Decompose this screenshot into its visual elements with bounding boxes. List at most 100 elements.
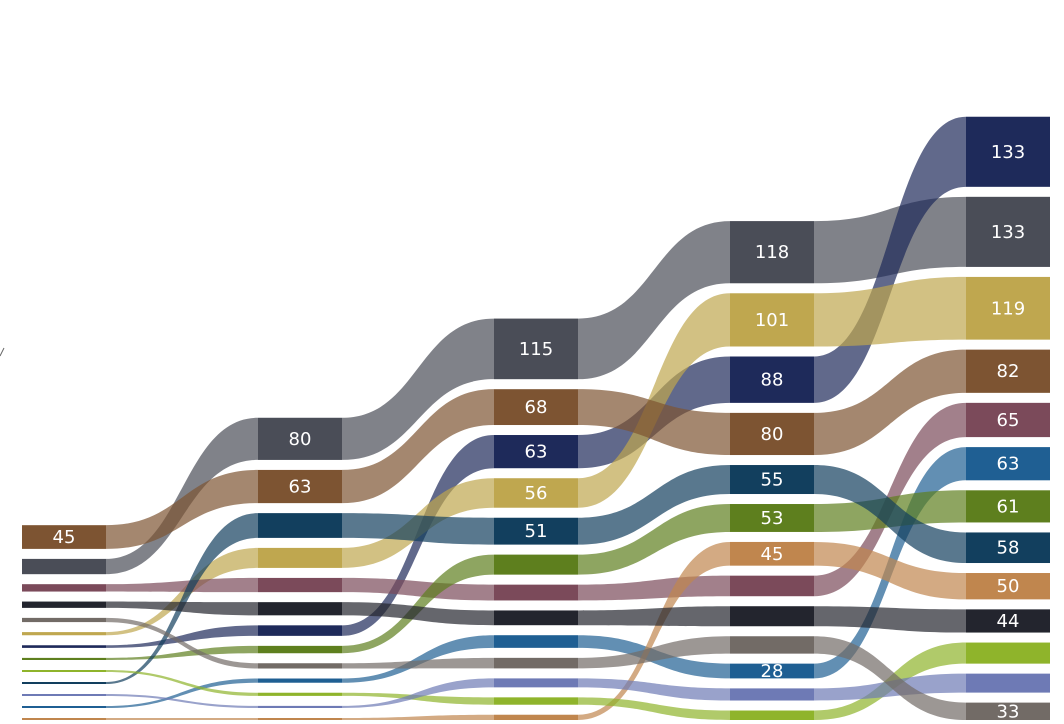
bar-node [22,706,106,708]
bar-node [730,636,814,654]
bar-node [730,710,814,720]
flow-link [106,645,258,660]
flow-link [106,670,258,696]
flow-link [814,673,966,701]
value-label: 80 [761,424,784,445]
bar-node [730,663,814,679]
bar-node [258,547,342,568]
bar-node [966,702,1050,720]
bar-node [966,673,1050,693]
bar-node [258,417,342,460]
bar-node [966,642,1050,664]
bar-node [258,678,342,683]
bar-node [730,688,814,701]
flow-link [578,389,730,456]
flow-link [106,718,258,720]
bar-node [258,692,342,696]
flow-link [342,678,494,708]
flow-link [578,606,730,627]
value-label: 44 [997,611,1020,632]
value-label: 45 [53,527,76,548]
edge-tick-mark [0,347,5,357]
bar-node [730,221,814,284]
value-label: 63 [525,442,548,463]
flow-link [578,293,730,508]
flow-link [814,636,966,720]
bar-node [730,541,814,566]
bar-node [22,670,106,672]
bar-node [966,490,1050,523]
value-label: 133 [991,142,1025,163]
flow-link [342,602,494,626]
flow-link [106,678,258,708]
flow-link [342,318,494,460]
bar-node [730,606,814,627]
bar-node [258,718,342,720]
bar-node [494,697,578,705]
bar-node [494,635,578,648]
bar-node [22,558,106,575]
bar-node [966,402,1050,438]
bar-node [22,601,106,608]
value-label: 45 [761,544,784,565]
bar-node [966,447,1050,481]
flow-link [814,276,966,347]
flow-link [814,606,966,633]
flow-link [342,389,494,504]
value-label: 61 [997,496,1020,517]
flow-link [106,694,258,708]
value-label: 51 [525,521,548,542]
bar-node [494,610,578,626]
flow-link [578,636,730,669]
bar-node [494,478,578,508]
flow-link [106,417,258,575]
nodes-layer [22,116,1050,720]
bar-node [966,276,1050,340]
bar-node [22,632,106,636]
bar-node [22,694,106,696]
flow-link [578,697,730,720]
bar-node [22,682,106,684]
bar-node [730,412,814,456]
bar-node [258,645,342,654]
bar-node [494,517,578,545]
bar-node [494,714,578,720]
flow-link [342,657,494,669]
bar-node [258,602,342,616]
bar-node [494,554,578,575]
bar-node [966,196,1050,267]
bar-node [966,609,1050,633]
flow-link [106,617,258,669]
value-label: 56 [525,483,548,504]
value-label: 33 [997,701,1020,722]
flow-link [106,625,258,648]
bar-node [258,663,342,669]
bar-node [494,678,578,688]
flow-link [342,554,494,654]
bar-node [258,469,342,504]
bar-node [966,573,1050,600]
value-label: 133 [991,222,1025,243]
value-label: 63 [997,454,1020,475]
flow-link [342,577,494,601]
flow-link [814,349,966,456]
bar-node [258,705,342,708]
flow-link [578,575,730,601]
value-label: 63 [289,477,312,498]
flow-link [342,513,494,545]
flow-link [106,601,258,616]
bar-node [730,504,814,532]
flow-link [578,465,730,545]
value-label: 82 [997,361,1020,382]
flow-link [106,513,258,684]
bar-node [494,584,578,601]
value-label: 115 [519,339,553,360]
flow-link [106,577,258,593]
value-label: 50 [997,576,1020,597]
bar-node [730,465,814,495]
flow-link [106,469,258,549]
bar-node [22,617,106,623]
value-label: 119 [991,298,1025,319]
